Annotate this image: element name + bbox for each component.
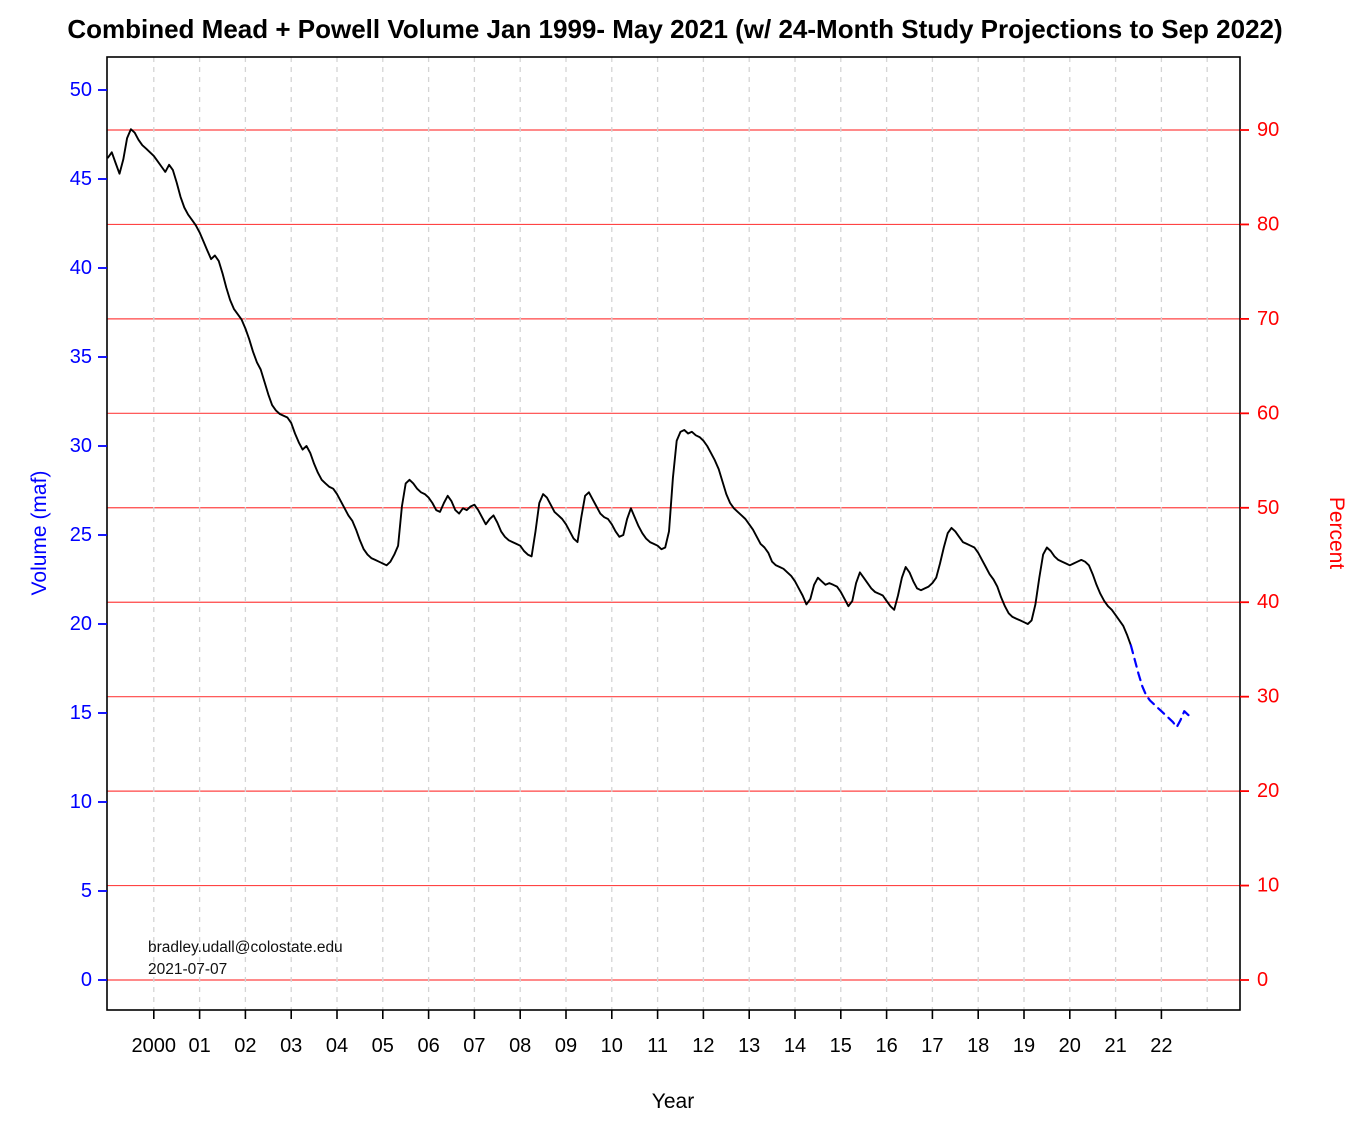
percent-tick-label: 20	[1257, 780, 1279, 802]
chart-title: Combined Mead + Powell Volume Jan 1999- …	[67, 14, 1282, 44]
year-tick-label: 05	[372, 1035, 394, 1057]
volume-tick-label: 20	[70, 613, 92, 635]
year-tick-label: 06	[417, 1035, 439, 1057]
year-tick-label: 18	[967, 1035, 989, 1057]
volume-tick-label: 40	[70, 257, 92, 279]
year-tick-label: 19	[1013, 1035, 1035, 1057]
percent-axis: 0 10 20 30 40 50 60 70 80 90	[1240, 119, 1279, 991]
year-tick-label: 14	[784, 1035, 806, 1057]
volume-tick-label: 35	[70, 346, 92, 368]
year-tick-label: 21	[1104, 1035, 1126, 1057]
year-tick-label: 08	[509, 1035, 531, 1057]
y-axis-label-right: Percent	[1325, 497, 1348, 570]
year-tick-label: 13	[738, 1035, 760, 1057]
percent-tick-label: 90	[1257, 119, 1279, 141]
percent-tick-label: 10	[1257, 875, 1279, 897]
percent-tick-label: 60	[1257, 402, 1279, 424]
year-tick-label: 12	[692, 1035, 714, 1057]
volume-axis: 0 5 10 15 20 25 30 35 40 45 50	[70, 79, 107, 991]
year-tick-label: 01	[188, 1035, 210, 1057]
percent-tick-label: 40	[1257, 591, 1279, 613]
year-tick-label: 10	[601, 1035, 623, 1057]
annotation-email: bradley.udall@colostate.edu	[148, 939, 343, 956]
year-axis: 2000 01 02 03 04 05 06 07 08 09 10 11 12 13 14 15 16 17 18…	[132, 1010, 1173, 1057]
year-tick-label: 20	[1059, 1035, 1081, 1057]
volume-tick-label: 25	[70, 524, 92, 546]
volume-tick-label: 10	[70, 791, 92, 813]
year-tick-label: 07	[463, 1035, 485, 1057]
annotation-date: 2021-07-07	[148, 961, 227, 978]
year-gridlines	[153, 57, 1208, 1010]
year-tick-label: 04	[326, 1035, 348, 1057]
x-axis-label: Year	[652, 1090, 694, 1113]
percent-tick-label: 50	[1257, 497, 1279, 519]
volume-tick-label: 5	[81, 880, 92, 902]
year-tick-label: 15	[830, 1035, 852, 1057]
volume-tick-label: 50	[70, 79, 92, 101]
year-tick-label: 02	[234, 1035, 256, 1057]
year-tick-label: 09	[555, 1035, 577, 1057]
percent-tick-label: 30	[1257, 686, 1279, 708]
plot-area-border	[106, 56, 1241, 1011]
projection-volume-line	[1129, 644, 1194, 729]
percent-gridlines	[107, 129, 1240, 981]
y-axis-label-left: Volume (maf)	[28, 471, 51, 596]
year-tick-label: 17	[921, 1035, 943, 1057]
volume-tick-label: 30	[70, 435, 92, 457]
percent-tick-label: 0	[1257, 969, 1268, 991]
projection-series-path	[1129, 644, 1194, 729]
percent-tick-label: 80	[1257, 213, 1279, 235]
year-tick-label: 16	[875, 1035, 897, 1057]
historical-series-path	[107, 128, 1132, 647]
year-tick-label: 22	[1150, 1035, 1172, 1057]
historical-volume-line	[107, 128, 1132, 647]
percent-tick-label: 70	[1257, 308, 1279, 330]
volume-tick-label: 0	[81, 969, 92, 991]
year-tick-label: 11	[647, 1035, 668, 1057]
volume-tick-label: 15	[70, 702, 92, 724]
year-tick-label: 03	[280, 1035, 302, 1057]
volume-tick-label: 45	[70, 168, 92, 190]
year-tick-label: 2000	[132, 1035, 177, 1057]
